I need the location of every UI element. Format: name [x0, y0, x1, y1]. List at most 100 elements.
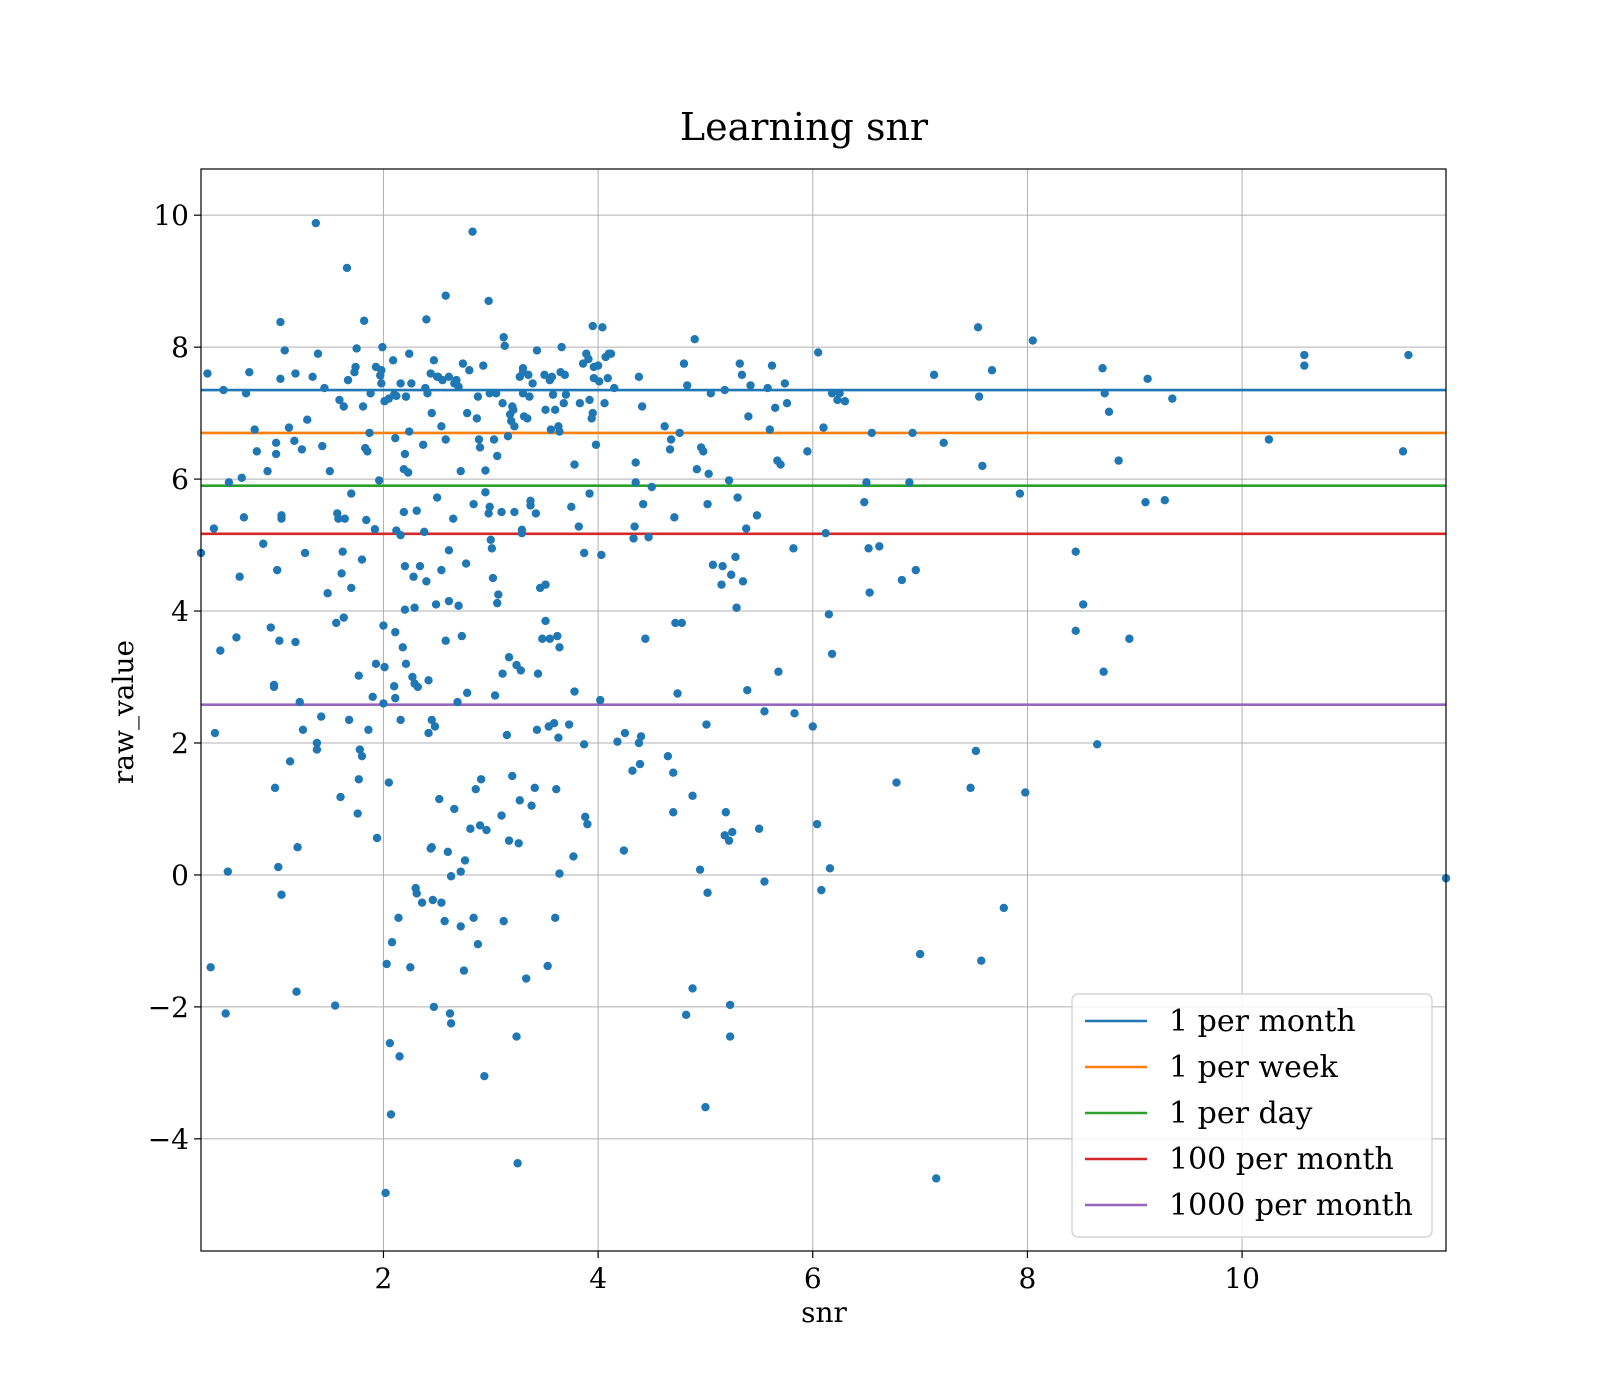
scatter-point [484, 296, 493, 306]
scatter-point [704, 469, 713, 479]
scatter-point [510, 507, 519, 517]
scatter-point [682, 381, 692, 390]
scatter-point [472, 414, 482, 423]
scatter-point [597, 550, 606, 560]
scatter-point [808, 722, 817, 731]
scatter-point [357, 751, 367, 761]
scatter-point [754, 824, 764, 833]
scatter-point [628, 766, 637, 775]
scatter-point [437, 565, 446, 575]
scatter-point [221, 1009, 230, 1018]
scatter-point [270, 783, 280, 793]
scatter-point [273, 565, 282, 575]
scatter-point [291, 369, 300, 378]
scatter-point [526, 501, 535, 510]
scatter-point [673, 689, 682, 698]
scatter-point [555, 643, 564, 652]
scatter-point [630, 522, 639, 531]
scatter-point [500, 341, 509, 351]
scatter-point [548, 390, 558, 399]
scatter-point [1264, 435, 1274, 444]
scatter-point [603, 373, 612, 383]
scatter-point [864, 544, 873, 553]
scatter-point [379, 699, 388, 708]
scatter-point [410, 603, 419, 612]
scatter-point [285, 757, 295, 766]
scatter-point [504, 836, 514, 845]
scatter-point [554, 733, 563, 742]
scatter-point [765, 425, 775, 434]
scatter-point [441, 636, 450, 645]
scatter-point [1071, 626, 1080, 636]
scatter-point [252, 447, 262, 456]
scatter-point [555, 869, 564, 878]
scatter-point [431, 600, 441, 609]
scatter-point [663, 751, 673, 761]
scatter-point [311, 218, 321, 228]
y-tick-label: 0 [171, 859, 189, 892]
scatter-point [780, 379, 790, 388]
scatter-point [782, 399, 792, 408]
scatter-point [429, 1002, 439, 1012]
scatter-point [486, 535, 495, 544]
scatter-point [703, 499, 712, 509]
scatter-point [875, 542, 884, 551]
scatter-point [1015, 489, 1025, 498]
scatter-point [482, 825, 491, 835]
scatter-point [462, 688, 472, 698]
scatter-point [232, 633, 241, 642]
scatter-point [550, 405, 560, 415]
scatter-point [1398, 447, 1408, 456]
scatter-point [1300, 350, 1309, 360]
scatter-point [974, 392, 984, 401]
scatter-point [469, 913, 478, 923]
scatter-point [552, 784, 561, 794]
x-tick-label: 2 [375, 1262, 393, 1295]
scatter-point [223, 867, 233, 876]
scatter-point [250, 425, 259, 434]
scatter-point [297, 445, 307, 454]
legend-label: 1 per day [1169, 1096, 1313, 1131]
scatter-point [456, 922, 465, 931]
scatter-point [569, 852, 578, 861]
scatter-point [406, 963, 415, 972]
scatter-point [424, 676, 433, 685]
scatter-point [437, 422, 446, 431]
scatter-point [584, 354, 593, 364]
scatter-point [363, 447, 372, 456]
scatter-point [1099, 667, 1108, 676]
scatter-point [585, 395, 594, 405]
scatter-point [440, 916, 449, 926]
scatter-point [391, 433, 400, 443]
scatter-point [929, 370, 939, 380]
scatter-point [424, 728, 433, 738]
scatter-point [546, 425, 556, 434]
scatter-point [588, 321, 597, 331]
scatter-point [860, 497, 869, 507]
scatter-point [458, 359, 468, 368]
scatter-point [394, 913, 403, 923]
scatter-point [695, 865, 705, 874]
legend: 1 per month 1 per week 1 per day 100 per mo… [1071, 993, 1433, 1238]
scatter-point [347, 583, 356, 593]
scatter-point [300, 548, 310, 558]
scatter-point [354, 671, 363, 680]
scatter-point [484, 509, 493, 518]
scatter-point [789, 544, 798, 553]
scatter-point [771, 403, 780, 413]
scatter-point [634, 738, 644, 748]
scatter-point [353, 809, 362, 818]
scatter-point [1100, 389, 1109, 398]
scatter-point [344, 715, 354, 725]
x-tick-labels: 2 4 6 8 10 [375, 1251, 1260, 1295]
legend-label: 1000 per month [1169, 1188, 1413, 1223]
scatter-point [387, 938, 397, 947]
scatter-point [493, 451, 502, 461]
y-tick-label: −2 [148, 991, 189, 1024]
scatter-point [342, 263, 352, 273]
y-tick-label: −4 [148, 1123, 189, 1156]
scatter-point [825, 864, 835, 873]
scatter-point [494, 590, 503, 599]
scatter-point [355, 745, 365, 754]
